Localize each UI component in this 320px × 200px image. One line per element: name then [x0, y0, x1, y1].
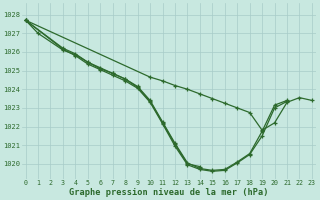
X-axis label: Graphe pression niveau de la mer (hPa): Graphe pression niveau de la mer (hPa)	[69, 188, 268, 197]
